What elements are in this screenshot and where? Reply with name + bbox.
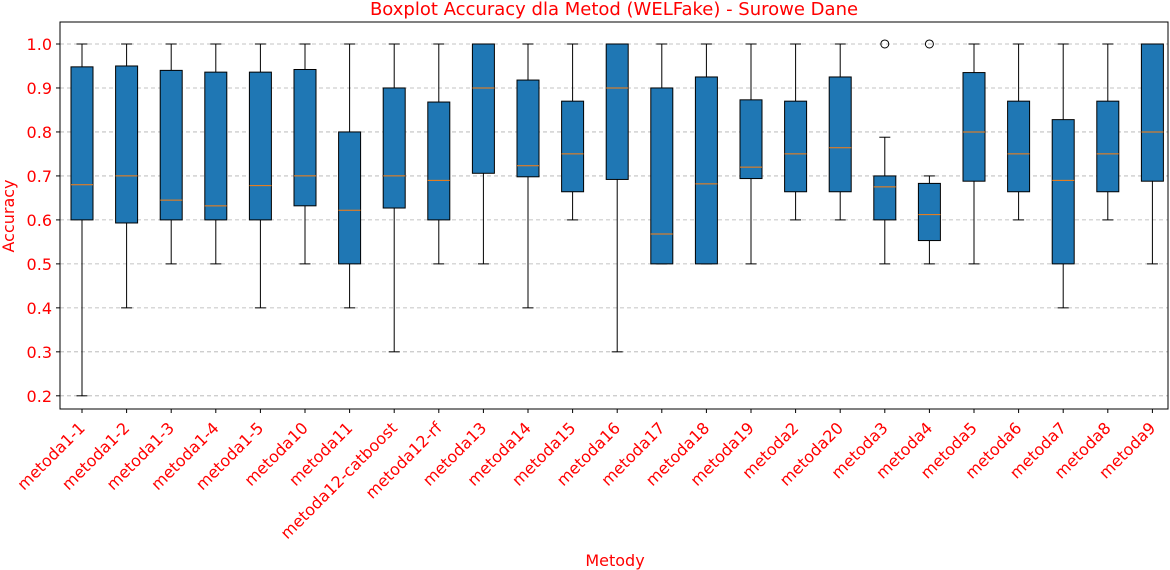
chart-title: Boxplot Accuracy dla Metod (WELFake) - S… bbox=[370, 0, 858, 20]
iqr-box bbox=[427, 101, 451, 221]
box-metoda1-3 bbox=[159, 43, 183, 265]
outlier-point bbox=[880, 39, 890, 49]
iqr-box bbox=[338, 131, 362, 265]
plot-frame bbox=[59, 21, 1169, 410]
iqr-box bbox=[159, 69, 183, 221]
box-metoda7 bbox=[1051, 43, 1075, 309]
y-tick-label: 1.0 bbox=[27, 35, 52, 54]
box-metoda19 bbox=[739, 43, 763, 265]
box-metoda13 bbox=[471, 43, 495, 265]
box-metoda1-5 bbox=[248, 43, 272, 309]
y-tick-label: 0.3 bbox=[27, 343, 52, 362]
box-metoda17 bbox=[650, 43, 674, 265]
box-metoda9 bbox=[1140, 43, 1164, 265]
iqr-box bbox=[917, 182, 941, 242]
iqr-box bbox=[561, 100, 585, 193]
iqr-box bbox=[471, 43, 495, 174]
boxes bbox=[70, 39, 1164, 397]
iqr-box bbox=[1051, 119, 1075, 265]
box-metoda12-catboost bbox=[382, 43, 406, 353]
iqr-box bbox=[1007, 100, 1031, 193]
iqr-box bbox=[962, 72, 986, 182]
box-metoda20 bbox=[828, 43, 852, 221]
iqr-box bbox=[1096, 100, 1120, 193]
iqr-box bbox=[828, 76, 852, 193]
iqr-box bbox=[694, 76, 718, 265]
iqr-box bbox=[516, 79, 540, 178]
box-metoda12-rf bbox=[427, 43, 451, 265]
box-metoda10 bbox=[293, 43, 317, 265]
y-axis-label: Accuracy bbox=[0, 179, 18, 252]
iqr-box bbox=[605, 43, 629, 180]
box-metoda3 bbox=[873, 39, 897, 265]
y-tick-label: 0.2 bbox=[27, 387, 52, 406]
box-metoda14 bbox=[516, 43, 540, 309]
iqr-box bbox=[248, 71, 272, 221]
iqr-box bbox=[739, 99, 763, 180]
y-tick-label: 0.5 bbox=[27, 255, 52, 274]
iqr-box bbox=[1140, 43, 1164, 182]
box-metoda16 bbox=[605, 43, 629, 353]
box-metoda11 bbox=[338, 43, 362, 309]
iqr-box bbox=[204, 71, 228, 221]
iqr-box bbox=[382, 87, 406, 209]
iqr-box bbox=[873, 175, 897, 221]
box-metoda6 bbox=[1007, 43, 1031, 221]
box-metoda15 bbox=[561, 43, 585, 221]
box-metoda1-2 bbox=[115, 43, 139, 309]
iqr-box bbox=[70, 66, 94, 221]
iqr-box bbox=[115, 65, 139, 224]
x-axis-ticks: metoda1-1metoda1-2metoda1-3metoda1-4meto… bbox=[13, 409, 1159, 543]
y-tick-label: 0.6 bbox=[27, 211, 52, 230]
box-metoda4 bbox=[917, 39, 941, 265]
y-tick-label: 0.9 bbox=[27, 79, 52, 98]
iqr-box bbox=[784, 100, 808, 193]
box-metoda2 bbox=[784, 43, 808, 221]
outlier-point bbox=[924, 39, 934, 49]
y-tick-label: 0.4 bbox=[27, 299, 52, 318]
y-axis-ticks: 0.2 0.3 0.4 0.5 0.6 0.7 0.8 0.9 1.0 bbox=[27, 35, 60, 406]
box-metoda1-4 bbox=[204, 43, 228, 265]
box-metoda8 bbox=[1096, 43, 1120, 221]
box-metoda18 bbox=[694, 43, 718, 265]
y-tick-label: 0.8 bbox=[27, 123, 52, 142]
x-axis-label: Metody bbox=[585, 551, 644, 570]
box-metoda1-1 bbox=[70, 43, 94, 397]
iqr-box bbox=[650, 87, 674, 265]
box-metoda5 bbox=[962, 43, 986, 265]
y-tick-label: 0.7 bbox=[27, 167, 52, 186]
iqr-box bbox=[293, 68, 317, 207]
